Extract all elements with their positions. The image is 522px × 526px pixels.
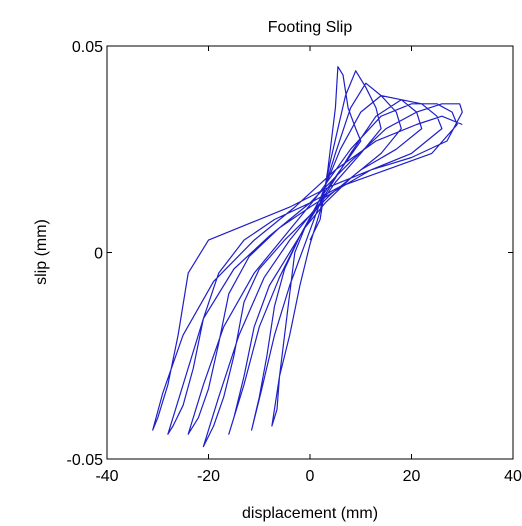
y-tick-label: -0.05	[67, 452, 104, 469]
tick-layer: -40 -20 0 20 40 -0.05 0 0.05	[67, 39, 522, 485]
y-tick-label: 0	[94, 246, 103, 263]
x-tick-label: 40	[504, 468, 522, 485]
x-tick-label: 20	[403, 468, 421, 485]
x-tick-label: -20	[197, 468, 220, 485]
x-tick-label: -40	[95, 468, 118, 485]
chart-title: Footing Slip	[268, 19, 353, 36]
series-layer	[152, 66, 463, 448]
x-tick-label: 0	[306, 468, 315, 485]
series-line-1	[152, 66, 463, 448]
y-tick-label: 0.05	[72, 39, 103, 56]
y-axis-label: slip (mm)	[33, 219, 50, 285]
x-axis-label: displacement (mm)	[242, 505, 378, 522]
plot-background	[107, 46, 513, 459]
